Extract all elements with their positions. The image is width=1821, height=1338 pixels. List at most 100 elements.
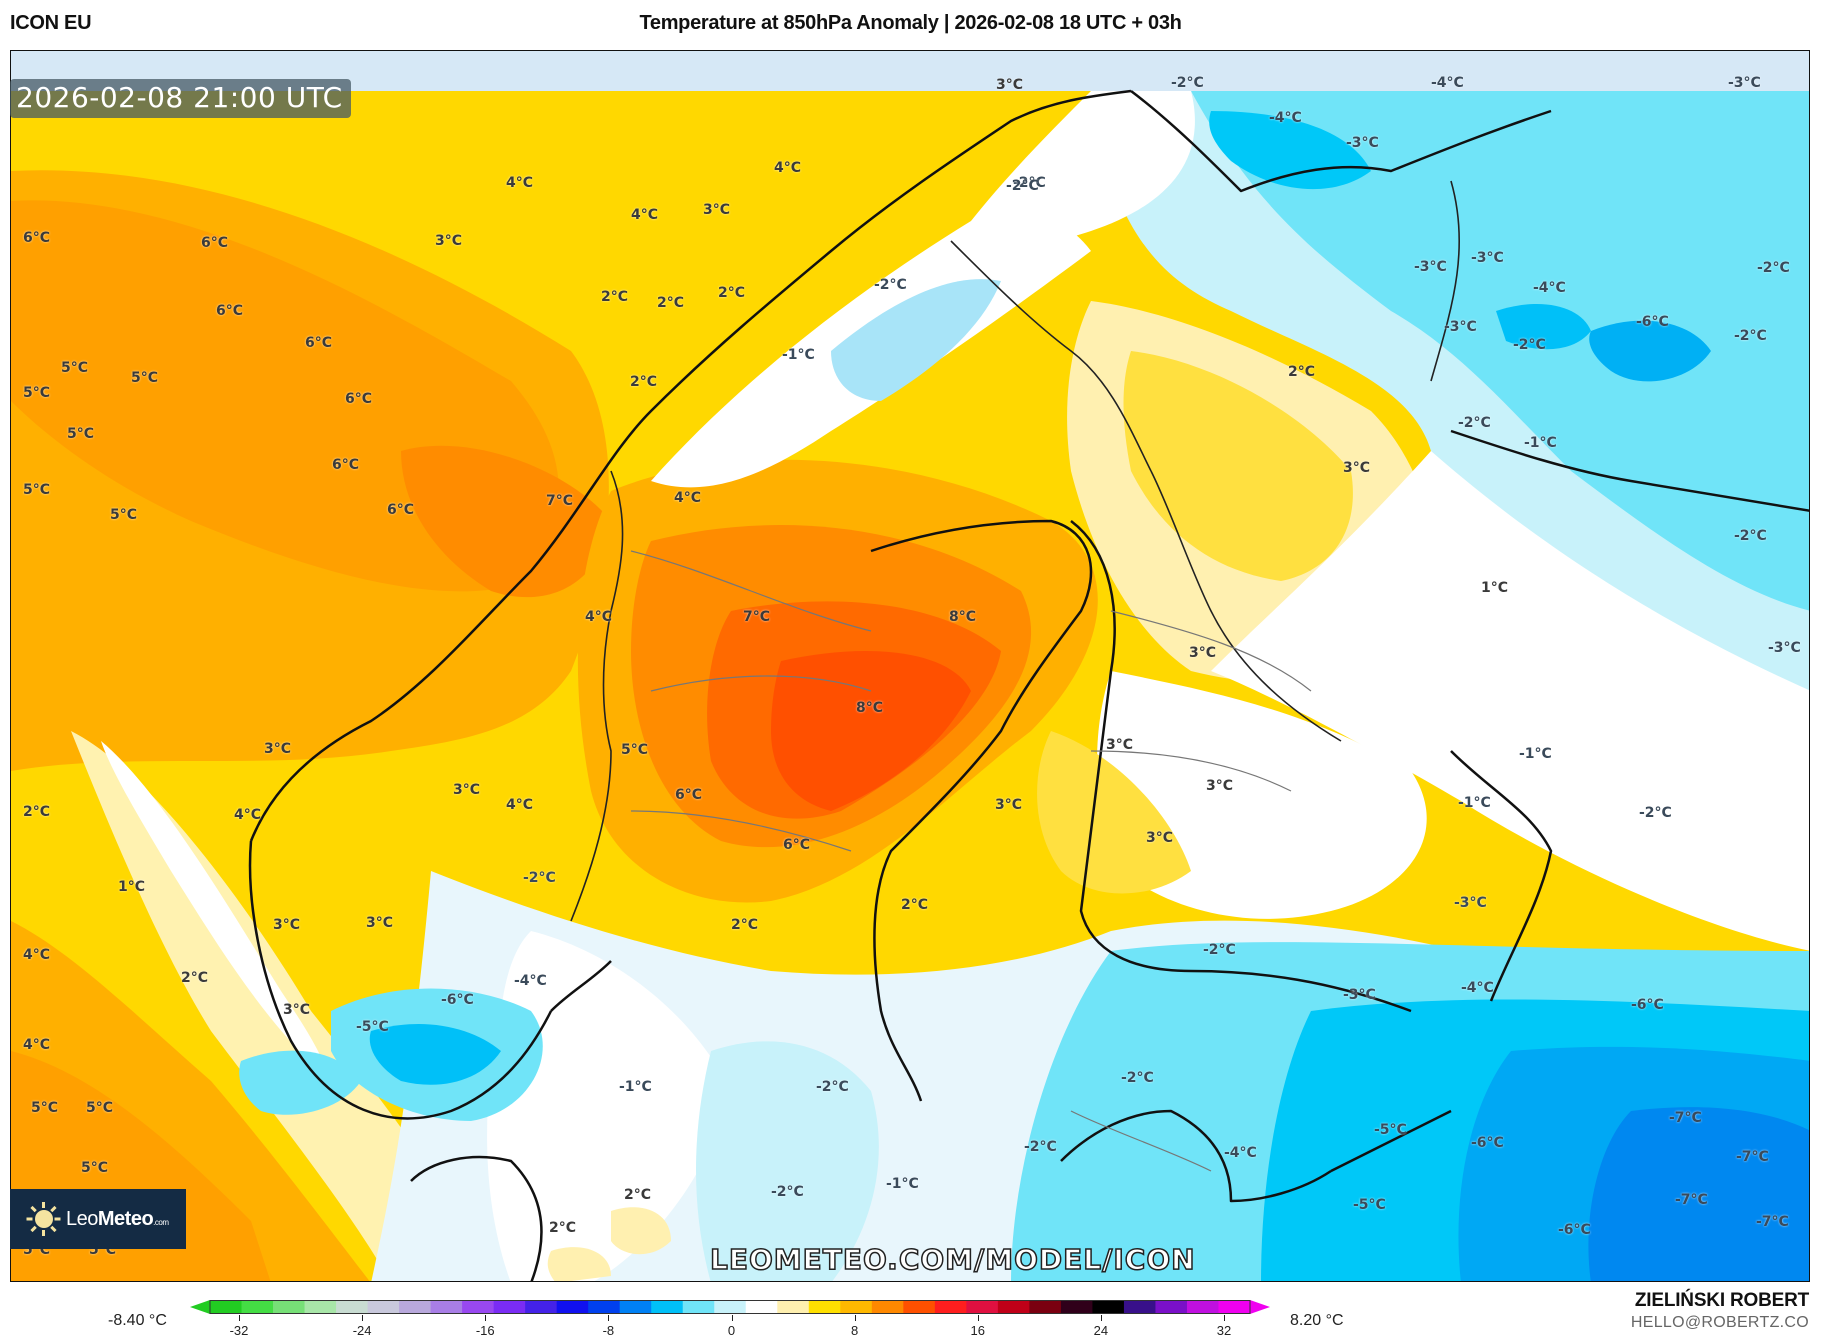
temperature-label: -3°C — [1768, 640, 1801, 656]
colorbar-tick — [854, 1315, 856, 1321]
author-email[interactable]: HELLO@ROBERTZ.CO — [1630, 1314, 1809, 1331]
temperature-label: -3°C — [1444, 319, 1477, 335]
temperature-label: 6°C — [305, 335, 333, 351]
temperature-label: -1°C — [1519, 746, 1552, 762]
temperature-label: -2°C — [1639, 805, 1672, 821]
temperature-label: 3°C — [1146, 830, 1174, 846]
temperature-label: 2°C — [1288, 364, 1316, 380]
temperature-label: -2°C — [1171, 75, 1204, 91]
temperature-label: 3°C — [1343, 460, 1371, 476]
temperature-label: -6°C — [1558, 1222, 1591, 1238]
temperature-label: -2°C — [1458, 415, 1491, 431]
temperature-label: -1°C — [1458, 795, 1491, 811]
temperature-label: 6°C — [345, 391, 373, 407]
temperature-label: 5°C — [67, 426, 95, 442]
temperature-label: -2°C — [1013, 175, 1046, 191]
temperature-label: 5°C — [621, 742, 649, 758]
temperature-label: 5°C — [86, 1100, 114, 1116]
temperature-label: 7°C — [743, 609, 771, 625]
temperature-label: -2°C — [1006, 178, 1039, 194]
temperature-label: 5°C — [23, 482, 51, 498]
temperature-label: 2°C — [901, 897, 929, 913]
colorbar-tick — [362, 1315, 364, 1321]
colorbar-tick — [731, 1315, 733, 1321]
temperature-label: -2°C — [771, 1184, 804, 1200]
colorbar-tick-label: -8 — [602, 1323, 615, 1338]
temperature-label: 3°C — [1106, 737, 1134, 753]
temperature-label: -2°C — [1734, 328, 1767, 344]
temperature-label: -7°C — [1669, 1110, 1702, 1126]
temperature-label: 2°C — [731, 917, 759, 933]
temperature-label: 2°C — [23, 804, 51, 820]
temperature-label: 4°C — [631, 207, 659, 223]
temperature-label: -2°C — [816, 1079, 849, 1095]
colorbar-tick — [1224, 1315, 1225, 1321]
temperature-label: -3°C — [1728, 75, 1761, 91]
colorbar-tick — [239, 1315, 240, 1321]
temperature-label: 2°C — [657, 295, 685, 311]
temperature-label: -2°C — [1203, 942, 1236, 958]
temperature-label: 2°C — [181, 970, 209, 986]
temperature-label: 6°C — [387, 502, 415, 518]
temperature-label: 3°C — [453, 782, 481, 798]
author-name: ZIELIŃSKI ROBERT — [1634, 1290, 1809, 1311]
temperature-label: 4°C — [506, 175, 534, 191]
temperature-label: 3°C — [703, 202, 731, 218]
temperature-label: -2°C — [874, 277, 907, 293]
temperature-label: 5°C — [81, 1160, 109, 1176]
temperature-label: 5°C — [31, 1100, 59, 1116]
temperature-label: 6°C — [23, 230, 51, 246]
temperature-label: 6°C — [332, 457, 360, 473]
temperature-label: -2°C — [523, 870, 556, 886]
model-name: ICON EU — [10, 12, 92, 34]
colorbar-tick-label: -24 — [352, 1323, 372, 1338]
temperature-label: 6°C — [675, 787, 703, 803]
temperature-label: -2°C — [1734, 528, 1767, 544]
temperature-label: 5°C — [110, 507, 138, 523]
temperature-label: -7°C — [1675, 1192, 1708, 1208]
temperature-label: 6°C — [216, 303, 244, 319]
temperature-label: 3°C — [283, 1002, 311, 1018]
temperature-label: -3°C — [1414, 259, 1447, 275]
temperature-label: -6°C — [441, 992, 474, 1008]
temperature-label: -2°C — [1024, 1139, 1057, 1155]
temperature-label: 4°C — [234, 807, 262, 823]
temperature-label: -6°C — [1471, 1135, 1504, 1151]
temperature-label: -4°C — [1533, 280, 1566, 296]
temperature-label: 2°C — [549, 1220, 577, 1236]
colorbar-tick — [1100, 1315, 1102, 1321]
colorbar-min-value: -8.40 °C — [108, 1312, 167, 1329]
temperature-label: -5°C — [1353, 1197, 1386, 1213]
temperature-label: -3°C — [1471, 250, 1504, 266]
temperature-label: 3°C — [995, 797, 1023, 813]
map-title: Temperature at 850hPa Anomaly | 2026-02-… — [639, 12, 1182, 34]
colorbar-max-value: 8.20 °C — [1290, 1312, 1344, 1329]
temperature-label: 5°C — [61, 360, 89, 376]
watermark-url: LEOMETEO.COM/MODEL/ICON — [709, 1242, 1196, 1277]
temperature-label: -6°C — [1631, 997, 1664, 1013]
temperature-label: -4°C — [514, 973, 547, 989]
temperature-label: 3°C — [1189, 645, 1217, 661]
colorbar-tick — [608, 1315, 610, 1321]
temperature-label: 3°C — [435, 233, 463, 249]
temperature-label: 3°C — [264, 741, 292, 757]
colorbar-tick-label: 16 — [970, 1323, 985, 1338]
temperature-label: -5°C — [1374, 1122, 1407, 1138]
temperature-label: -7°C — [1736, 1149, 1769, 1165]
temperature-label: 4°C — [585, 609, 613, 625]
temperature-label: 4°C — [23, 947, 51, 963]
temperature-label: 3°C — [273, 917, 301, 933]
temperature-label: -4°C — [1461, 980, 1494, 996]
temperature-anomaly-field — [11, 51, 1809, 1281]
temperature-label: 2°C — [624, 1187, 652, 1203]
leometeo-logo[interactable]: LeoMeteo.com — [10, 1189, 186, 1249]
temperature-label: -1°C — [619, 1079, 652, 1095]
temperature-label: -2°C — [1121, 1070, 1154, 1086]
temperature-label: 2°C — [718, 285, 746, 301]
temperature-label: 2°C — [601, 289, 629, 305]
temperature-label: 4°C — [774, 160, 802, 176]
temperature-label: -3°C — [1346, 135, 1379, 151]
temperature-label: 3°C — [366, 915, 394, 931]
temperature-label: 6°C — [201, 235, 229, 251]
temperature-label: 5°C — [23, 385, 51, 401]
